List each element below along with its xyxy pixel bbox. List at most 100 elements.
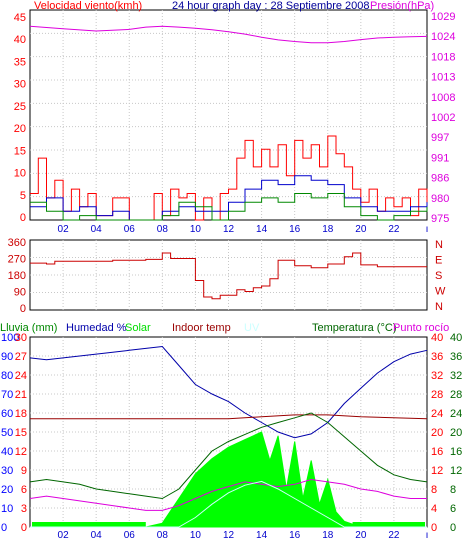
compass-label: N	[435, 301, 443, 313]
temp-tick-label-right: 24	[450, 408, 462, 420]
dew-point-label: Punto rocío	[393, 322, 449, 334]
rain-tick-label: 30	[1, 465, 13, 477]
chart-title: 24 hour graph day : 28 Septiembre 2008	[172, 0, 370, 12]
hour-tick-label: 14	[256, 530, 268, 541]
temp-tick-label-right: 16	[450, 446, 462, 458]
rain-tick-label: 40	[1, 446, 13, 458]
temp-tick-label-right: 8	[450, 484, 456, 496]
chart-marks	[29, 25, 428, 528]
rain-baseline-right	[352, 522, 425, 527]
wind-tick-label: 15	[14, 145, 26, 157]
hour-tick-label: 04	[91, 530, 103, 541]
rain-baseline-left	[32, 522, 146, 527]
humidity-label: Humedad %	[66, 322, 127, 334]
wind-tick-label: 20	[14, 123, 26, 135]
rain-tick-label: 20	[1, 484, 13, 496]
temp-tick-label-right: 6	[450, 503, 456, 515]
hour-tick-label: 16	[289, 224, 301, 235]
hour-tick-label: 02	[58, 224, 70, 235]
temp-tick-label: 4	[431, 503, 437, 515]
hour-tick-end: ı	[426, 530, 429, 541]
wind-axis-label: Velocidad viento(kmh)	[34, 0, 142, 12]
temp-tick-label: 0	[431, 522, 437, 534]
rain-tick-label: 80	[1, 370, 13, 382]
wind-tick-label: 10	[14, 168, 26, 180]
hour-tick-label: 12	[223, 224, 235, 235]
temp-tick-label-right: 32	[450, 370, 462, 382]
rain-tick-label: 0	[1, 522, 7, 534]
direction-tick-label: 90	[14, 287, 26, 299]
humidity-tick-label: 21	[15, 389, 27, 401]
pressure-axis-label: Presión(hPa)	[370, 0, 434, 12]
pressure-tick-label: 1029	[431, 11, 455, 23]
temp-tick-label: 20	[431, 427, 443, 439]
tick-labels: 0510152025303540459759809869919971002100…	[1, 11, 462, 541]
temp-tick-label-right: 12	[450, 465, 462, 477]
wind-tick-label: 25	[14, 101, 26, 113]
humidity-tick-label: 3	[21, 503, 27, 515]
hour-tick-end: ı	[426, 224, 429, 235]
hour-tick-label: 08	[157, 530, 169, 541]
indoor-temp-label: Indoor temp	[172, 322, 231, 334]
hour-tick-label: 14	[256, 224, 268, 235]
wind-tick-label: 35	[14, 56, 26, 68]
hour-tick-label: 20	[355, 530, 367, 541]
temp-tick-label: 32	[431, 370, 443, 382]
series-indoor	[30, 414, 428, 420]
temp-tick-label-right: 20	[450, 427, 462, 439]
wind-tick-label: 30	[14, 79, 26, 91]
pressure-tick-label: 1002	[431, 112, 455, 124]
wind-tick-label: 40	[14, 34, 26, 46]
wind-tick-label: 45	[14, 12, 26, 24]
series-direction	[30, 252, 427, 300]
rain-tick-label: 50	[1, 427, 13, 439]
hour-tick-label: 10	[190, 224, 202, 235]
hour-tick-label: 22	[388, 530, 400, 541]
hour-tick-label: 04	[91, 224, 103, 235]
rain-tick-label: 90	[1, 351, 13, 363]
series-uv	[30, 480, 427, 528]
direction-tick-label: 0	[20, 303, 26, 315]
compass-label: N	[435, 239, 443, 251]
hour-tick-label: 18	[322, 530, 334, 541]
compass-label: E	[435, 255, 442, 267]
hour-tick-label: 20	[355, 224, 367, 235]
series-wind_gust	[30, 135, 428, 221]
hour-tick-label: 06	[124, 530, 136, 541]
series-solar	[30, 431, 427, 528]
temp-tick-label: 24	[431, 408, 443, 420]
temp-tick-label-right: 40	[450, 332, 462, 344]
temp-tick-label-right: 36	[450, 351, 462, 363]
pressure-tick-label: 1018	[431, 51, 455, 63]
solar-label: Solar	[125, 322, 151, 334]
wind-tick-label: 0	[20, 212, 26, 224]
wind-tick-label: 5	[20, 190, 26, 202]
pressure-tick-label: 980	[431, 193, 449, 205]
series-wind_avg	[30, 175, 428, 221]
humidity-tick-label: 9	[21, 465, 27, 477]
temp-tick-label: 8	[431, 484, 437, 496]
hour-tick-label: 06	[124, 224, 136, 235]
hour-tick-label: 16	[289, 530, 301, 541]
pressure-tick-label: 975	[431, 213, 449, 225]
compass-label: S	[435, 270, 442, 282]
direction-tick-label: 270	[8, 254, 26, 266]
humidity-tick-label: 6	[21, 484, 27, 496]
temperature-label: Temperatura (°C)	[312, 322, 396, 334]
pressure-tick-label: 986	[431, 173, 449, 185]
pressure-tick-label: 1013	[431, 72, 455, 84]
hour-tick-label: 10	[190, 530, 202, 541]
hour-tick-label: 02	[58, 530, 70, 541]
humidity-tick-label: 0	[21, 522, 27, 534]
pressure-tick-label: 997	[431, 132, 449, 144]
rain-label: Lluvia (mm)	[0, 322, 57, 334]
pressure-tick-label: 1024	[431, 31, 455, 43]
direction-tick-label: 360	[8, 237, 26, 249]
hour-tick-label: 12	[223, 530, 235, 541]
humidity-tick-label: 30	[15, 332, 27, 344]
rain-tick-label: 100	[1, 332, 19, 344]
humidity-tick-label: 18	[15, 408, 27, 420]
hour-tick-label: 08	[157, 224, 169, 235]
pressure-tick-label: 991	[431, 152, 449, 164]
